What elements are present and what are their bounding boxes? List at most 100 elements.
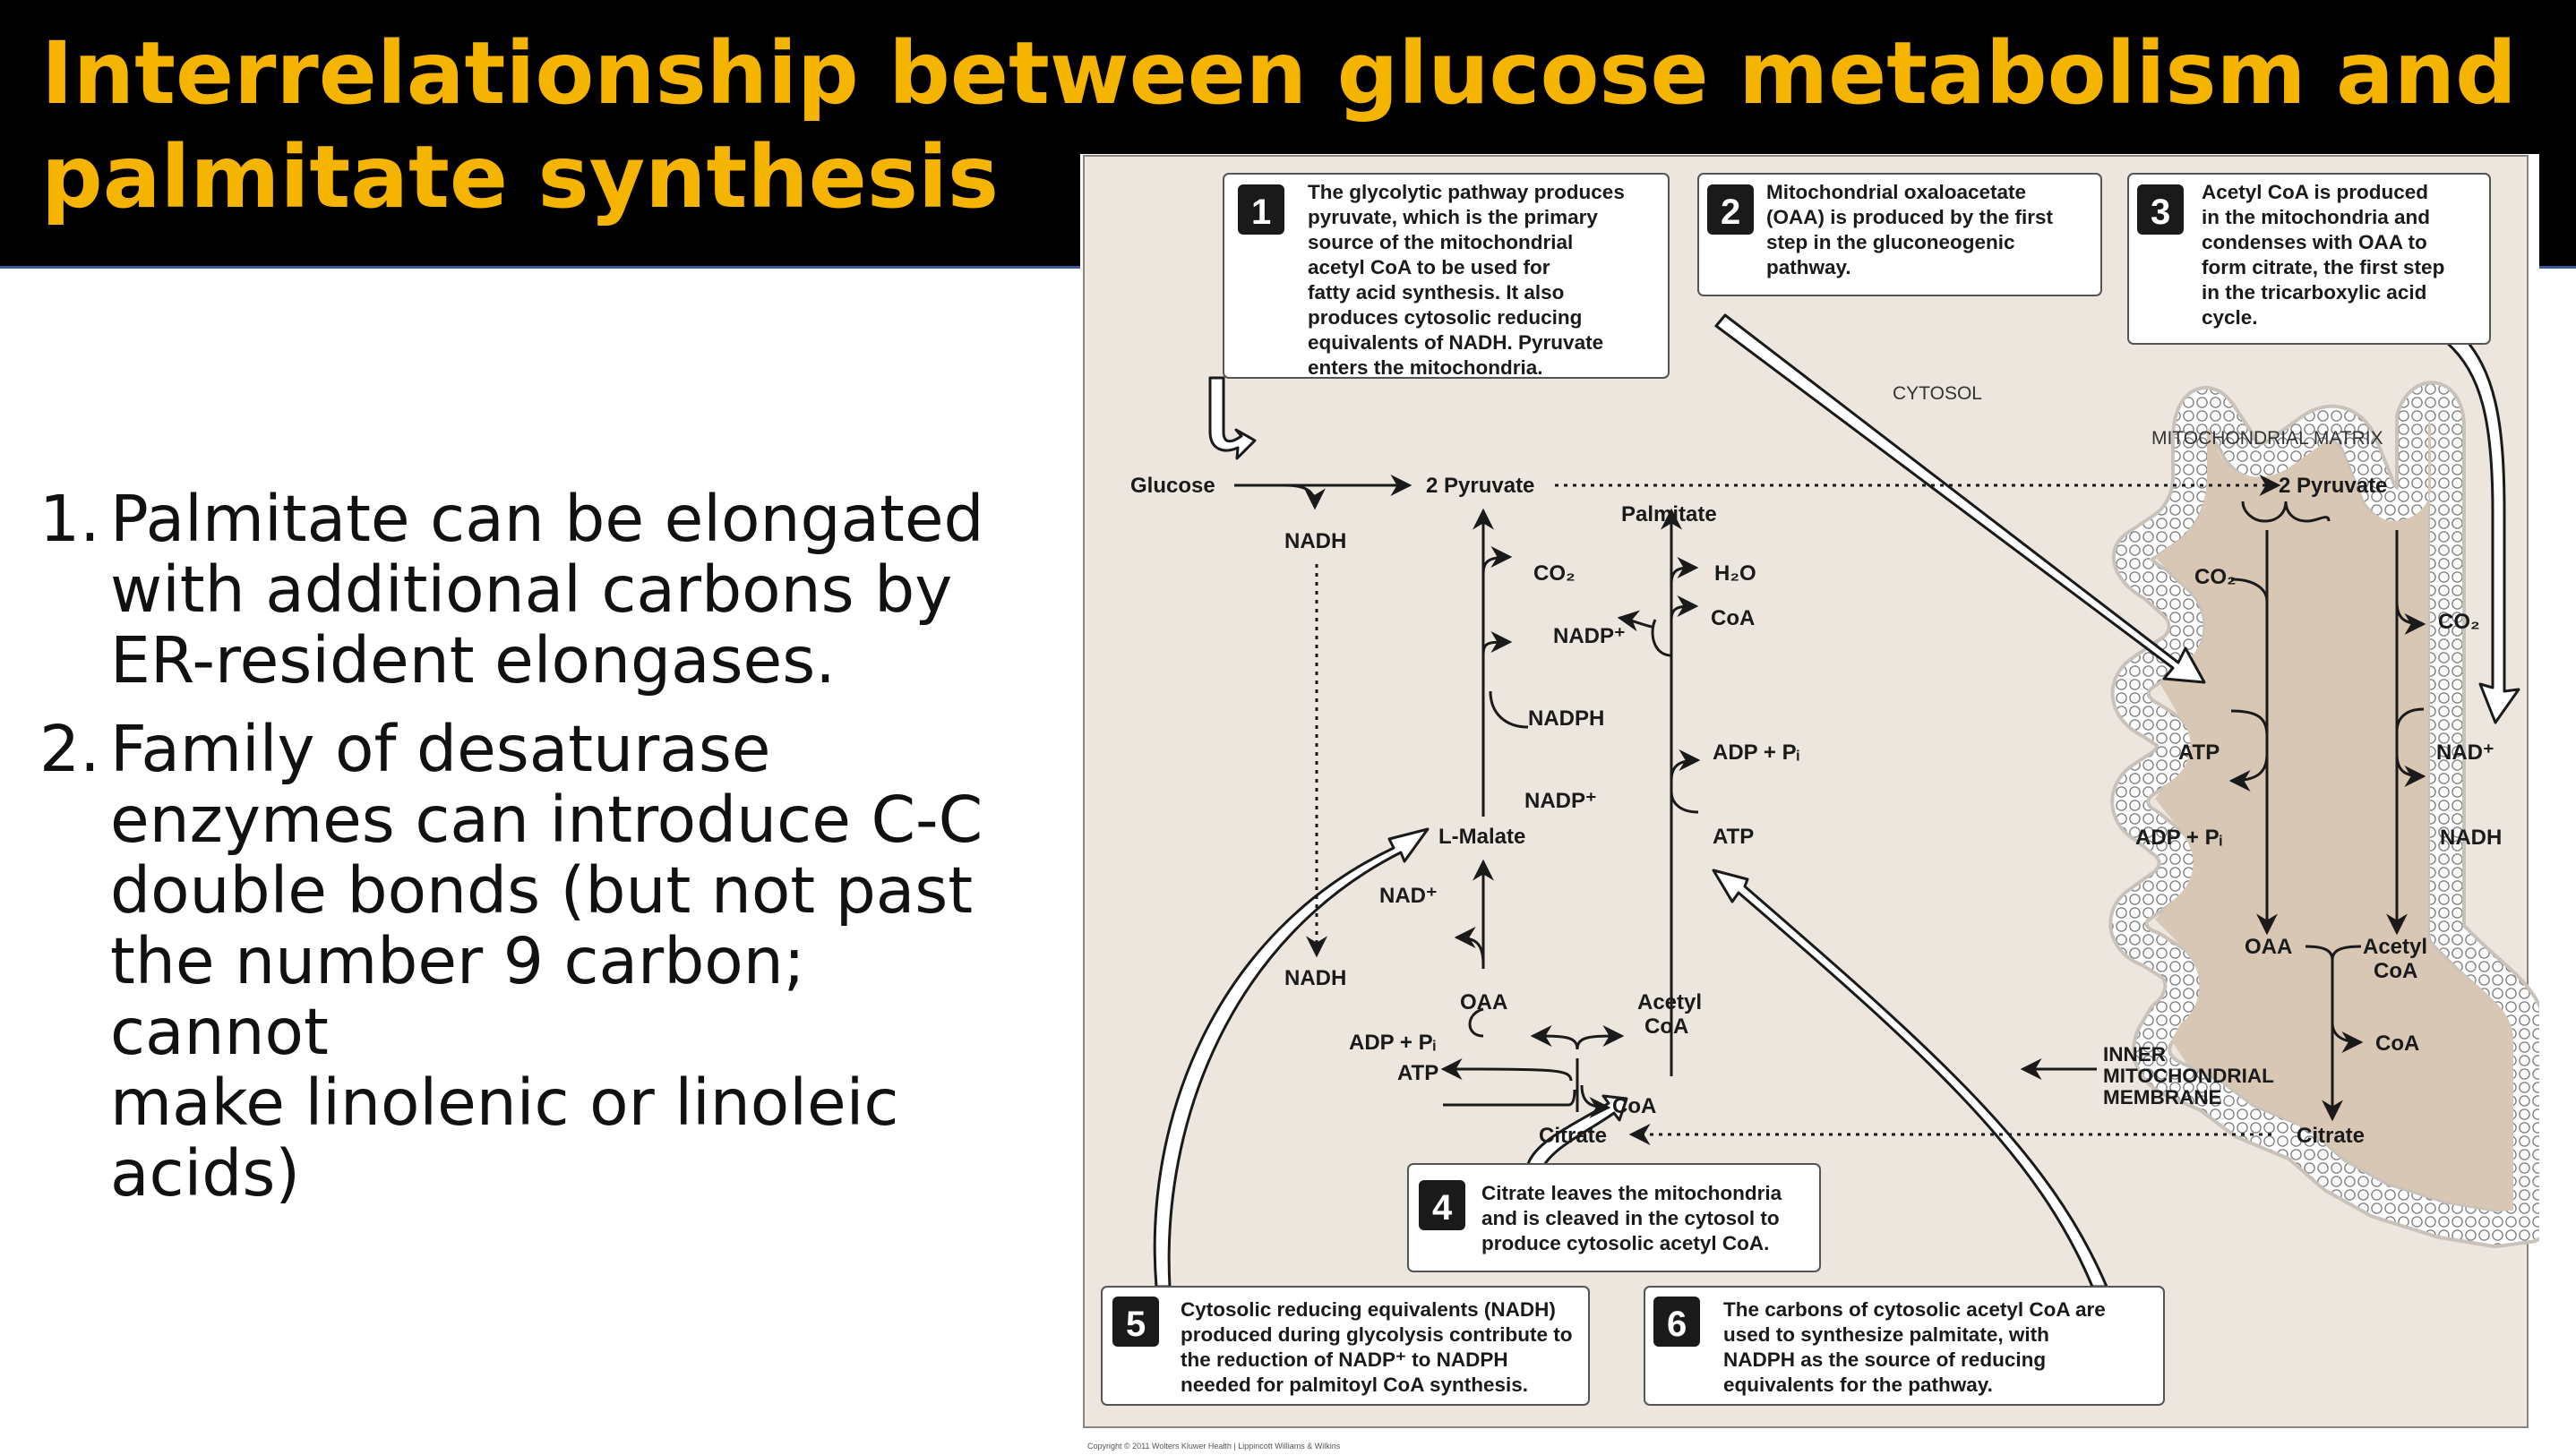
list-item: 2. Family of desaturase enzymes can intr… — [39, 714, 1034, 1209]
step-text: produced during glycolysis contribute to — [1181, 1323, 1573, 1346]
nadp-plus-1-label: NADP⁺ — [1553, 624, 1626, 648]
step-text: and is cleaved in the cytosol to — [1481, 1207, 1780, 1229]
step-text: The glycolytic pathway produces — [1308, 181, 1625, 203]
coa-2-label: CoA — [1612, 1094, 1656, 1118]
step-text: needed for palmitoyl CoA synthesis. — [1181, 1374, 1528, 1396]
step-badge-6 — [1653, 1297, 1700, 1347]
list-number: 1. — [39, 482, 100, 556]
membrane-label-3: MEMBRANE — [2103, 1086, 2222, 1108]
nad-regeneration — [1454, 927, 1485, 965]
step-number: 1 — [1251, 193, 1271, 232]
copyright-text: Copyright © 2011 Wolters Kluwer Health |… — [1087, 1442, 1341, 1451]
co2-release — [1481, 546, 1513, 576]
acetyl-coa-mito-label-1: Acetyl — [2363, 935, 2427, 959]
adp-pi-mito-label: ADP + Pᵢ — [2135, 826, 2222, 850]
step-text: Mitochondrial oxaloacetate — [1766, 181, 2026, 203]
nadh-bottom-label: NADH — [1284, 966, 1346, 990]
step-box-2: 2 Mitochondrial oxaloacetate (OAA) is pr… — [1697, 173, 2102, 296]
glucose-label: Glucose — [1130, 474, 1215, 498]
co2-mito-l-label: CO₂ — [2194, 565, 2237, 589]
step-badge-4 — [1419, 1180, 1465, 1230]
h2o-label: H₂O — [1714, 561, 1756, 586]
step-text: enters the mitochondria. — [1308, 356, 1543, 379]
nadp-out — [1617, 610, 1653, 632]
adp-release — [1670, 749, 1701, 782]
step-text: Citrate leaves the mitochondria — [1481, 1182, 1782, 1204]
nadh-top-label: NADH — [1284, 529, 1346, 553]
adp-pi-1-label: ADP + Pᵢ — [1713, 740, 1799, 765]
callout-arrow-1 — [1208, 376, 1257, 460]
cytosol-label: CYTOSOL — [1893, 383, 1982, 404]
step-text: The carbons of cytosolic acetyl CoA are — [1723, 1298, 2106, 1321]
step-text: used to synthesize palmitate, with — [1723, 1323, 2049, 1346]
slide-title-line-2: palmitate synthesis — [41, 127, 1000, 227]
acetyl-coa-cyto-label-2: CoA — [1644, 1014, 1688, 1039]
step-text: cycle. — [2202, 306, 2258, 329]
matrix-label: MITOCHONDRIAL MATRIX — [2151, 428, 2383, 449]
atp-in-citrate — [1443, 1089, 1576, 1107]
step-box-3: 3 Acetyl CoA is produced in the mitochon… — [2127, 173, 2491, 345]
nadph-label: NADPH — [1528, 706, 1604, 731]
nadph-production — [1481, 631, 1513, 656]
acetyl-coa-cyto-label-1: Acetyl — [1637, 990, 1702, 1014]
list-line: enzymes can introduce C-C — [110, 783, 983, 857]
pyruvate-cyto-label: 2 Pyruvate — [1426, 474, 1534, 498]
step-badge-2 — [1707, 184, 1754, 235]
step-text: produce cytosolic acetyl CoA. — [1481, 1232, 1769, 1254]
membrane-label-2: MITOCHONDRIAL — [2103, 1065, 2274, 1087]
co2-mito-r-label: CO₂ — [2438, 610, 2480, 634]
step-badge-1 — [1238, 184, 1284, 235]
list-line: Family of desaturase — [110, 712, 771, 786]
mito-adp-out — [2228, 753, 2269, 792]
step-text: source of the mitochondrial — [1308, 231, 1573, 253]
step-number: 4 — [1432, 1188, 1453, 1228]
list-number: 2. — [39, 712, 100, 786]
adp-pi-2-label: ADP + Pᵢ — [1349, 1031, 1436, 1055]
nadp-consumption — [1489, 690, 1529, 729]
mito-atp-in — [2230, 709, 2269, 737]
step-text: fatty acid synthesis. It also — [1308, 281, 1564, 304]
co2-cyto-label: CO₂ — [1533, 561, 1576, 586]
list-line: the number 9 carbon; cannot — [110, 924, 805, 1069]
atp-input — [1670, 791, 1699, 814]
step-badge-3 — [2137, 184, 2184, 235]
step-badge-5 — [1112, 1297, 1159, 1347]
coa-out-citrate — [1580, 1084, 1611, 1118]
step-text: form citrate, the first step — [2202, 256, 2444, 278]
step-number: 3 — [2151, 193, 2170, 232]
atp-1-label: ATP — [1713, 825, 1754, 849]
list-line: double bonds (but not past — [110, 853, 974, 928]
step-box-4: 4 Citrate leaves the mitochondria and is… — [1407, 1163, 1821, 1272]
pathway-arrows — [1234, 475, 2426, 1145]
step-text: step in the gluconeogenic — [1766, 231, 2015, 253]
pyruvate-mito-label: 2 Pyruvate — [2279, 474, 2387, 498]
step-text: the reduction of NADP⁺ to NADPH — [1181, 1348, 1508, 1371]
step-text: (OAA) is produced by the first — [1766, 206, 2054, 228]
nad-plus-cyto-label: NAD⁺ — [1379, 884, 1438, 908]
step-text: NADPH as the source of reducing — [1723, 1348, 2046, 1371]
list-line: acids) — [110, 1136, 301, 1211]
step-text: equivalents for the pathway. — [1723, 1374, 1993, 1396]
bullet-list: 1. Palmitate can be elongated with addit… — [39, 484, 1034, 1227]
step-number: 2 — [1721, 193, 1740, 232]
acetyl-coa-mito-label-2: CoA — [2374, 959, 2417, 983]
step-text: condenses with OAA to — [2202, 231, 2427, 253]
membrane-label-1: INNER — [2103, 1043, 2166, 1066]
step-number: 5 — [1126, 1305, 1146, 1344]
list-line: ER-resident elongases. — [110, 623, 836, 698]
step-text: in the tricarboxylic acid — [2202, 281, 2426, 304]
oaa-mito-label: OAA — [2245, 935, 2292, 959]
mito-co2-in — [2230, 578, 2269, 603]
callout-arrow-6 — [1712, 869, 2108, 1288]
acetyl-coa-arrow — [1576, 1025, 1625, 1050]
step-box-1: 1 The glycolytic pathway produces pyruva… — [1223, 173, 1670, 379]
h2o-release — [1670, 557, 1699, 585]
callout-arrow-5 — [1153, 827, 1430, 1288]
slide-title-line-1: Interrelationship between glucose metabo… — [41, 23, 2517, 124]
list-line: Palmitate can be elongated — [110, 482, 984, 556]
oaa-cyto-label: OAA — [1460, 990, 1507, 1014]
callout-arrow-2 — [1714, 313, 2206, 684]
step-text: Cytosolic reducing equivalents (NADH) — [1181, 1298, 1556, 1321]
step-text: Acetyl CoA is produced — [2202, 181, 2428, 203]
step-box-5: 5 Cytosolic reducing equivalents (NADH) … — [1101, 1286, 1590, 1406]
